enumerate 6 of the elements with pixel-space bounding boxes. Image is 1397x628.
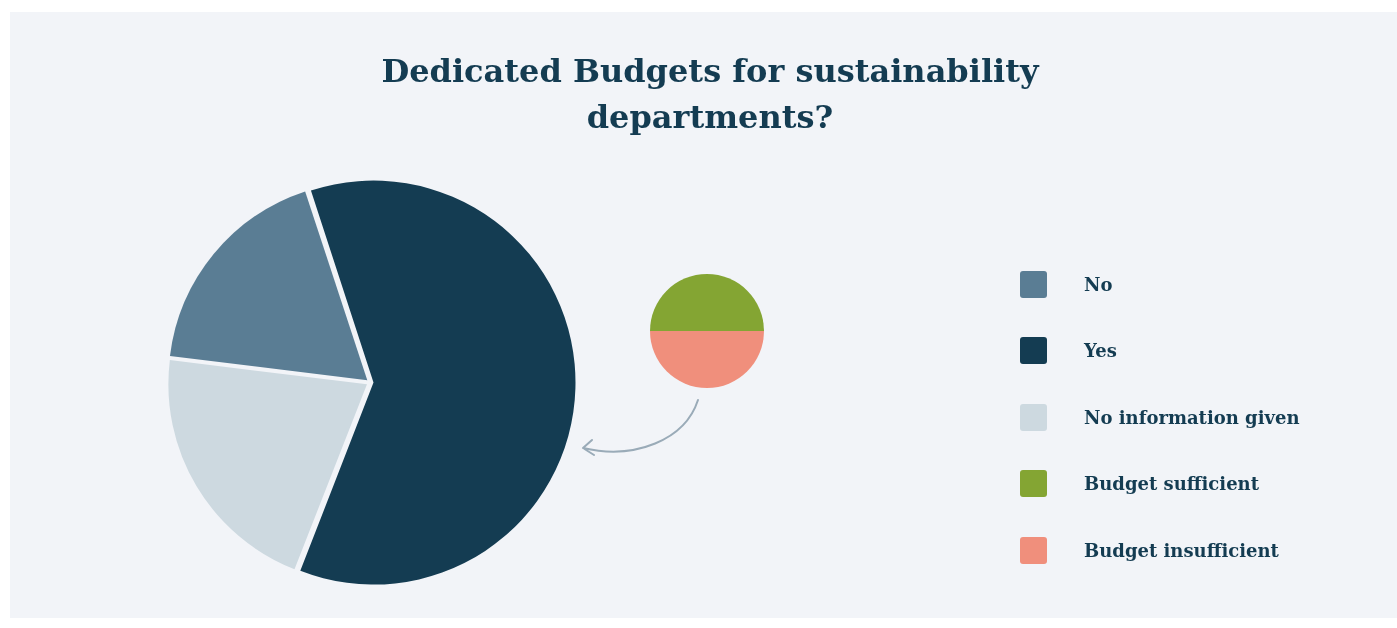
legend-label: Yes: [1084, 340, 1117, 361]
legend-label: No information given: [1084, 406, 1300, 428]
legend-label: Budget sufficient: [1084, 473, 1259, 494]
legend-label: No: [1084, 273, 1113, 295]
chart-title: Dedicated Budgets for sustainability departments?: [380, 51, 1041, 138]
legend-label: Budget insufficient: [1084, 539, 1279, 561]
